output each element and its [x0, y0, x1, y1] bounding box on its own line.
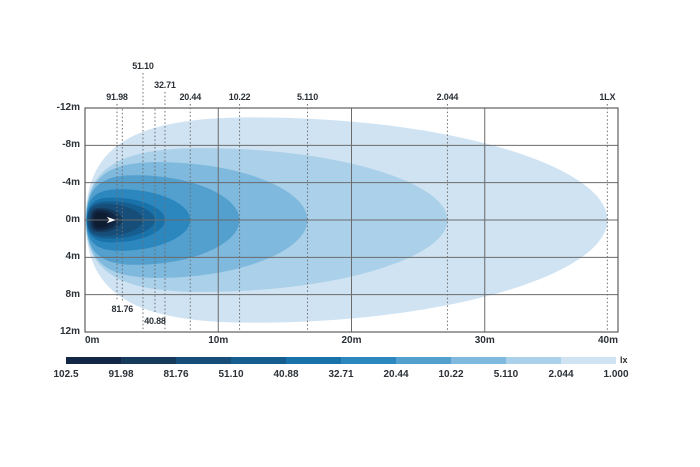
x-tick-label: 10m: [208, 335, 229, 346]
legend-boundary-label: 1.000: [603, 369, 629, 380]
source-arrow-icon: [106, 216, 116, 224]
y-tick-label: 8m: [65, 288, 80, 300]
annotation-label-10.22: 10.22: [228, 92, 251, 102]
legend-boundary-label: 10.22: [438, 369, 464, 380]
annotation-label-51.10: 51.10: [132, 61, 154, 71]
y-tick-label: -12m: [56, 102, 80, 113]
x-tick-label: 40m: [597, 335, 618, 346]
annotation-label-40.88: 40.88: [144, 316, 166, 326]
legend-boundary-label: 91.98: [108, 369, 134, 380]
legend-segment: [396, 357, 451, 364]
plot-border: [84, 107, 619, 333]
annotation-label-81.76: 81.76: [111, 304, 134, 314]
legend-segment: [121, 357, 176, 364]
annotation-label-32.71: 32.71: [154, 80, 176, 90]
x-tick-label: 0m: [85, 335, 100, 346]
y-tick-label: 4m: [65, 251, 80, 263]
legend-boundary-label: 32.71: [328, 369, 354, 380]
annotation-label-2.044: 2.044: [436, 92, 459, 102]
y-tick-label: 0m: [65, 214, 80, 225]
legend-boundary-label: 5.110: [493, 369, 519, 380]
legend-boundary-label: 20.44: [383, 369, 409, 380]
legend-boundary-label: 102.5: [53, 369, 79, 380]
y-tick-label: -8m: [62, 139, 80, 151]
legend-segment: [231, 357, 286, 364]
y-tick-label: -4m: [62, 176, 80, 188]
legend-segment: [66, 357, 121, 364]
legend-segment: [176, 357, 231, 364]
legend-unit-label: lx: [620, 355, 628, 365]
legend-boundary-label: 40.88: [273, 369, 299, 380]
legend-segment: [561, 357, 616, 364]
legend-segment: [451, 357, 506, 364]
legend-boundary-label: 2.044: [548, 369, 574, 380]
annotation-label-91.98: 91.98: [106, 92, 128, 102]
legend-boundary-label: 81.76: [163, 369, 189, 380]
annotation-label-5.110: 5.110: [297, 92, 319, 102]
annotation-label-20.44: 20.44: [179, 92, 202, 102]
legend-segment: [341, 357, 396, 364]
x-tick-label: 30m: [474, 335, 495, 346]
legend-segment: [506, 357, 561, 364]
annotation-label-1LX: 1LX: [599, 92, 616, 102]
y-tick-label: 12m: [59, 326, 80, 337]
legend-bar: [66, 357, 616, 364]
legend-boundary-label: 51.10: [218, 369, 244, 380]
x-tick-label: 20m: [341, 335, 362, 346]
legend-segment: [286, 357, 341, 364]
